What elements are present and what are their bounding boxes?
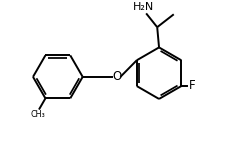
Text: H₂N: H₂N (133, 2, 154, 12)
Text: O: O (112, 70, 121, 83)
Text: CH₃: CH₃ (31, 110, 46, 119)
Text: F: F (189, 79, 195, 92)
